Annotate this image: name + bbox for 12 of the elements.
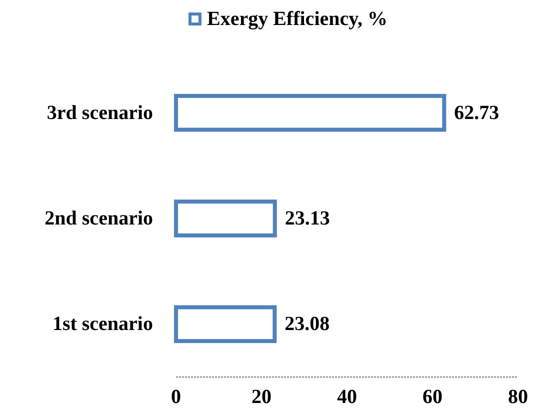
data-label: 23.08: [284, 313, 330, 336]
x-tick-label: 80: [508, 386, 528, 408]
legend-label: Exergy Efficiency, %: [207, 8, 388, 30]
x-tick-label: 60: [422, 386, 442, 408]
x-tick-label: 0: [171, 386, 181, 408]
y-tick-label: 3rd scenario: [46, 102, 153, 124]
y-tick-label: 1st scenario: [52, 313, 153, 336]
x-tick-label: 20: [252, 386, 272, 408]
data-label: 62.73: [454, 102, 500, 124]
y-tick-label: 2nd scenario: [44, 208, 153, 230]
data-label: 23.13: [284, 208, 330, 230]
x-tick-label: 40: [337, 386, 357, 408]
